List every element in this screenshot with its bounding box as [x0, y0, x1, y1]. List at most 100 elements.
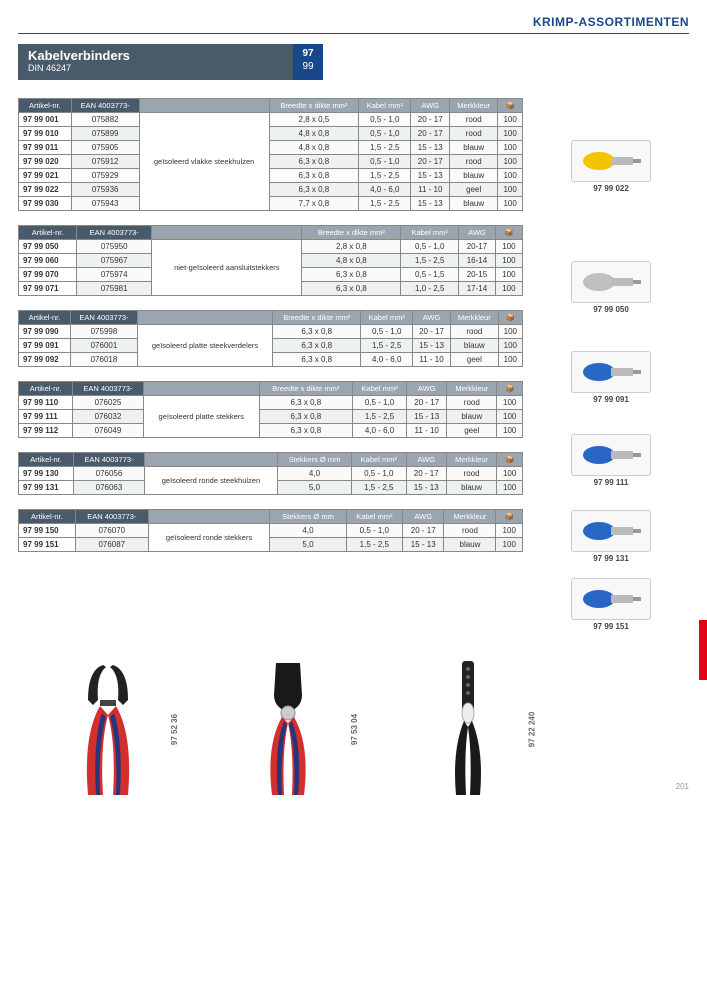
- table-cell: 100: [497, 410, 523, 424]
- table-cell: 100: [495, 282, 522, 296]
- table-cell: 100: [496, 524, 523, 538]
- table-cell: 4,0 - 6,0: [359, 183, 411, 197]
- table-cell: 5,0: [270, 538, 346, 552]
- ean-code: 075998: [70, 325, 137, 339]
- column-header: Kabel mm²: [352, 453, 407, 467]
- table-cell: 2,8 x 0,8: [302, 240, 401, 254]
- table-cell: 15 - 13: [407, 410, 447, 424]
- table-cell: 5,0: [277, 481, 351, 495]
- table-cell: 7,7 x 0,8: [269, 197, 359, 211]
- table-cell: 6,3 x 0,8: [273, 325, 361, 339]
- table-cell: 11 - 10: [413, 353, 451, 367]
- article-number: 97 99 030: [19, 197, 72, 211]
- product-thumbnail: 97 99 131: [533, 505, 689, 567]
- tool-images-row: 97 52 36 97 53 04: [18, 635, 689, 795]
- table-cell: 100: [498, 353, 522, 367]
- column-header: 📦: [495, 226, 522, 240]
- column-header: Artikel-nr.: [19, 99, 72, 113]
- column-header: Kabel mm²: [352, 382, 406, 396]
- table-cell: 6,3 x 0,8: [269, 169, 359, 183]
- column-header: Breedte x dikte mm²: [259, 382, 352, 396]
- table-cell: 15 - 13: [406, 481, 446, 495]
- article-number: 97 99 021: [19, 169, 72, 183]
- article-number: 97 99 110: [19, 396, 73, 410]
- table-cell: 4,0: [270, 524, 346, 538]
- table-cell: blauw: [451, 339, 499, 353]
- article-number: 97 99 090: [19, 325, 71, 339]
- ean-code: 075967: [77, 254, 152, 268]
- tables-column: Artikel-nr. EAN 4003773- Breedte x dikte m…: [18, 98, 523, 635]
- table-cell: 100: [495, 240, 522, 254]
- product-table: Artikel-nr.EAN 4003773-Breedte x dikte m…: [18, 381, 523, 438]
- ean-code: 076063: [74, 481, 145, 495]
- ean-code: 075981: [77, 282, 152, 296]
- table-cell: 6,3 x 0,8: [302, 268, 401, 282]
- ean-code: 076087: [75, 538, 148, 552]
- column-header: Breedte x dikte mm²: [302, 226, 401, 240]
- product-description: geïsoleerd platte stekkers: [143, 396, 259, 438]
- product-table: Artikel-nr.EAN 4003773-Breedte x dikte m…: [18, 310, 523, 367]
- ean-code: 076025: [73, 396, 144, 410]
- table-cell: 15 - 13: [413, 339, 451, 353]
- ean-code: 075912: [71, 155, 139, 169]
- table-cell: 6,3 x 0,8: [259, 424, 352, 438]
- column-header: AWG: [413, 311, 451, 325]
- table-cell: 0,5 - 1,0: [346, 524, 402, 538]
- ean-code: 075974: [77, 268, 152, 282]
- table-cell: 4,8 x 0,8: [269, 127, 359, 141]
- product-thumbnail: 97 99 022: [533, 98, 689, 235]
- table-cell: blauw: [444, 538, 496, 552]
- table-cell: blauw: [446, 481, 496, 495]
- article-number: 97 99 001: [19, 113, 72, 127]
- article-number: 97 99 112: [19, 424, 73, 438]
- table-cell: 1,5 - 2,5: [401, 254, 459, 268]
- table-cell: geel: [447, 424, 497, 438]
- thumbnail-image: [571, 140, 651, 182]
- table-cell: 20-15: [459, 268, 496, 282]
- product-table: Artikel-nr.EAN 4003773-Stekkers Ø mmKabe…: [18, 509, 523, 552]
- column-header: EAN 4003773-: [74, 453, 145, 467]
- column-header: 📦: [498, 311, 522, 325]
- table-cell: 0,5 - 1,0: [359, 155, 411, 169]
- column-header: [152, 226, 302, 240]
- table-cell: rood: [451, 325, 499, 339]
- section-header: KRIMP-ASSORTIMENTEN: [18, 15, 689, 29]
- table-cell: rood: [446, 467, 496, 481]
- table-cell: 0,5 - 1,0: [352, 396, 406, 410]
- table-cell: 100: [498, 113, 523, 127]
- table-cell: 6,3 x 0,8: [302, 282, 401, 296]
- thumbnail-label: 97 99 022: [593, 184, 629, 193]
- table-cell: 16-14: [459, 254, 496, 268]
- column-header: Merkkleur: [446, 453, 496, 467]
- article-number: 97 99 050: [19, 240, 77, 254]
- thumbnail-image: [571, 434, 651, 476]
- table-cell: 1,5 - 2,5: [346, 538, 402, 552]
- table-cell: 1,5 - 2,5: [359, 197, 411, 211]
- article-number: 97 99 022: [19, 183, 72, 197]
- table-cell: 15 - 13: [411, 141, 450, 155]
- ean-code: 076018: [70, 353, 137, 367]
- thumbnails-column: 97 99 022 97 99 050 97 99 091 97 99 111 …: [533, 98, 689, 635]
- thumbnail-label: 97 99 151: [593, 622, 629, 631]
- ean-code: 076032: [73, 410, 144, 424]
- product-table: Artikel-nr.EAN 4003773-Breedte x dikte m…: [18, 225, 523, 296]
- ean-code: 076001: [70, 339, 137, 353]
- table-cell: 6,3 x 0,8: [273, 339, 361, 353]
- column-header: Kabel mm²: [359, 99, 411, 113]
- table-cell: 100: [498, 339, 522, 353]
- ean-code: 075882: [71, 113, 139, 127]
- table-cell: geel: [450, 183, 498, 197]
- table-cell: 4,8 x 0,8: [269, 141, 359, 155]
- table-cell: 0,5 - 1,0: [401, 240, 459, 254]
- title-bar: Kabelverbinders DIN 46247 97 99: [18, 44, 689, 80]
- product-description: geïsoleerd ronde steekhulzen: [144, 467, 277, 495]
- table-cell: 100: [495, 254, 522, 268]
- tool-label: 97 22 240: [528, 712, 537, 748]
- table-cell: 20 - 17: [402, 524, 444, 538]
- column-header: [144, 453, 277, 467]
- ean-code: 075943: [71, 197, 139, 211]
- side-tab: [699, 620, 707, 680]
- table-cell: 100: [498, 141, 523, 155]
- column-header: [143, 382, 259, 396]
- table-cell: blauw: [450, 141, 498, 155]
